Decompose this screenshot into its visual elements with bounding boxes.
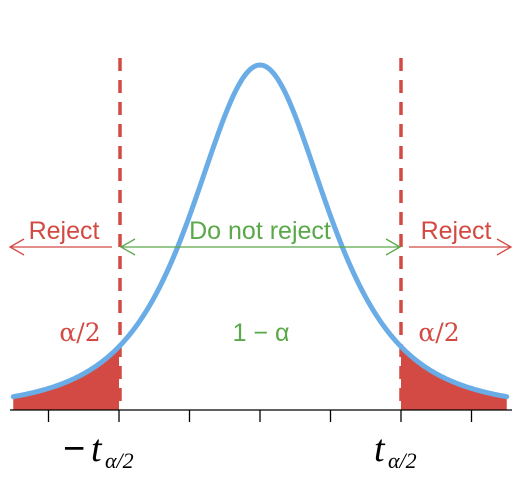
alpha-half-right-label: α/2 — [418, 318, 459, 347]
density-curve — [10, 62, 510, 400]
reject-right-label: Reject — [421, 217, 492, 245]
t-symbol-right: t — [374, 428, 386, 470]
do-not-reject-arrowhead-left — [119, 238, 136, 256]
neg-critical-value-label: − t α/2 — [63, 428, 134, 473]
reject-right-arrowhead — [496, 238, 513, 256]
x-axis-ticks — [47, 410, 473, 422]
alpha-half-left-label: α/2 — [59, 318, 100, 347]
do-not-reject-arrowhead-right — [385, 238, 402, 256]
reject-left-arrowhead — [8, 238, 25, 256]
region-arrows — [8, 238, 513, 256]
pos-critical-value-label: t α/2 — [374, 428, 417, 473]
left-tail-shading — [13, 346, 119, 410]
right-tail-shading — [401, 346, 507, 410]
minus-sign: − — [63, 428, 85, 470]
subscript-right: α/2 — [388, 448, 417, 473]
t-symbol-left: t — [91, 428, 103, 470]
subscript-left: α/2 — [105, 448, 134, 473]
do-not-reject-label: Do not reject — [189, 217, 331, 245]
one-minus-alpha-label: 1 − α — [233, 319, 290, 347]
reject-left-label: Reject — [29, 217, 100, 245]
